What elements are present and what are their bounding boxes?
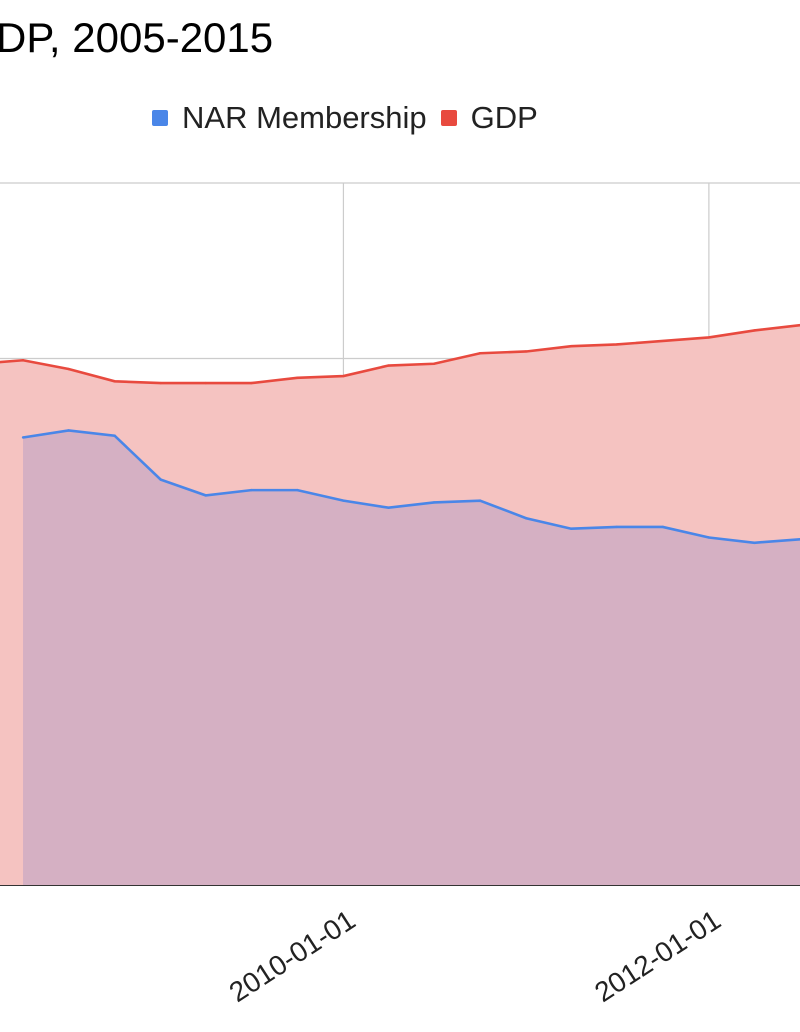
gdp-point xyxy=(432,362,436,365)
nar-membership-line xyxy=(22,429,800,545)
nar-membership-point xyxy=(21,436,25,439)
chart-title: DP, 2005-2015 xyxy=(0,14,274,61)
x-axis-ticks: 2010-01-01 2012-01-01 xyxy=(224,904,726,1008)
gdp-point xyxy=(570,345,573,348)
x-tick-label: 2010-01-01 xyxy=(224,904,361,1008)
nar-membership-point xyxy=(707,536,711,539)
gdp-point xyxy=(753,329,756,332)
nar-membership-point xyxy=(204,494,207,497)
nar-membership-point xyxy=(159,478,162,481)
nar-membership-point xyxy=(570,527,573,530)
legend: NAR Membership GDP xyxy=(152,100,552,136)
gdp-point xyxy=(524,350,528,353)
gdp-point xyxy=(204,381,207,385)
gdp-point xyxy=(387,364,390,367)
legend-swatch-nar xyxy=(152,110,168,126)
x-tick-label: 2012-01-01 xyxy=(589,904,726,1008)
nar-membership-point xyxy=(615,525,618,529)
nar-membership-point xyxy=(432,501,436,504)
legend-swatch-gdp xyxy=(440,110,457,126)
legend-label-gdp: GDP xyxy=(470,100,538,135)
legend-item-nar[interactable]: NAR Membership xyxy=(152,100,427,136)
gdp-point xyxy=(342,374,345,378)
nar-membership-point xyxy=(524,517,528,520)
nar-membership-point xyxy=(753,541,756,544)
series-points xyxy=(21,323,800,544)
series-areas xyxy=(0,325,800,885)
nar-membership-point xyxy=(113,434,116,437)
nar-membership-point xyxy=(478,499,482,502)
nar-membership-point xyxy=(387,506,390,509)
gdp-point xyxy=(707,336,711,339)
gdp-point xyxy=(250,381,253,385)
nar-membership-point xyxy=(661,525,665,529)
series-lines xyxy=(0,323,800,545)
gdp-point xyxy=(21,359,25,362)
legend-label-nar: NAR Membership xyxy=(182,100,427,135)
nar-membership-area xyxy=(23,430,800,885)
gdp-point xyxy=(478,352,482,355)
gdp-point xyxy=(113,380,116,383)
nar-membership-point xyxy=(67,429,70,432)
nar-membership-point xyxy=(342,499,345,502)
nar-membership-point xyxy=(296,488,299,492)
gdp-point xyxy=(67,367,70,371)
nar-membership-point xyxy=(250,488,253,492)
gdp-point xyxy=(615,343,618,346)
gdp-point xyxy=(159,381,162,385)
gdp-point xyxy=(296,376,299,380)
gdp-line xyxy=(0,323,800,385)
legend-item-gdp[interactable]: GDP xyxy=(440,100,538,136)
